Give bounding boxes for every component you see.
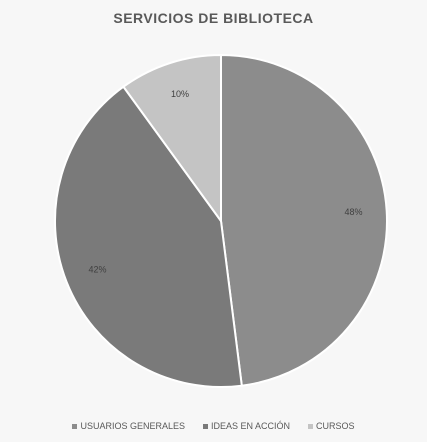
legend-label-2: IDEAS EN ACCIÓN [210,421,291,431]
legend-item-2: IDEAS EN ACCIÓN [202,421,291,431]
legend-swatch-1 [72,423,78,429]
legend: USUARIOS GENERALES IDEAS EN ACCIÓN CURSOS [0,421,427,431]
pie-slice-2 [54,85,243,388]
legend-swatch-3 [308,423,314,429]
data-label-1: 48% [345,207,363,217]
pie-slice-3 [122,53,222,225]
legend-item-3: CURSOS [308,421,355,431]
legend-label-3: CURSOS [316,421,355,431]
chart-title: SERVICIOS DE BIBLIOTECA [113,10,314,26]
data-label-3: 10% [171,89,189,99]
legend-label-1: USUARIOS GENERALES [80,421,185,431]
legend-item-1: USUARIOS GENERALES [72,421,185,431]
data-label-2: 42% [89,264,107,274]
legend-swatch-2 [202,423,208,429]
pie-slice-1 [220,53,388,387]
